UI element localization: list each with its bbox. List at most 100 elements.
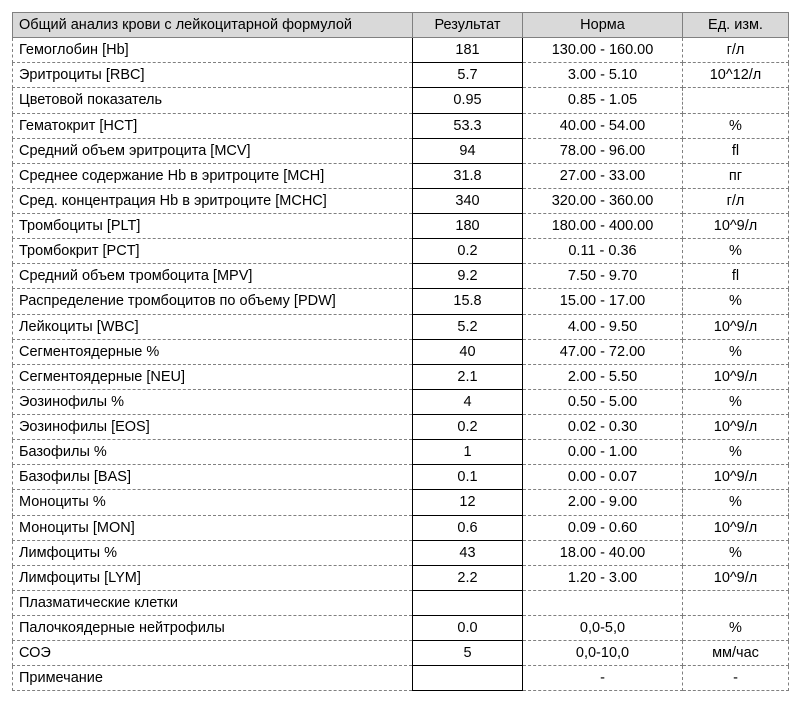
table-body: Гемоглобин [Hb]181130.00 - 160.00г/лЭрит… xyxy=(13,38,789,691)
cell-result: 12 xyxy=(413,490,523,515)
cell-param: Тромбоциты [PLT] xyxy=(13,214,413,239)
cell-unit: г/л xyxy=(683,38,789,63)
cell-norm: 40.00 - 54.00 xyxy=(523,113,683,138)
cell-param: Гематокрит [HCT] xyxy=(13,113,413,138)
cell-norm: 78.00 - 96.00 xyxy=(523,138,683,163)
cell-param: Средний объем эритроцита [MCV] xyxy=(13,138,413,163)
table-row: Цветовой показатель0.950.85 - 1.05 xyxy=(13,88,789,113)
header-result: Результат xyxy=(413,13,523,38)
cell-unit: % xyxy=(683,389,789,414)
table-row: Среднее содержание Hb в эритроците [MCH]… xyxy=(13,163,789,188)
cell-result: 181 xyxy=(413,38,523,63)
cell-unit: % xyxy=(683,490,789,515)
cell-unit: fl xyxy=(683,264,789,289)
cell-result: 0.2 xyxy=(413,415,523,440)
cell-norm: 0.11 - 0.36 xyxy=(523,239,683,264)
cell-unit: 10^12/л xyxy=(683,63,789,88)
cell-result xyxy=(413,590,523,615)
cell-unit: г/л xyxy=(683,188,789,213)
cell-unit: 10^9/л xyxy=(683,565,789,590)
cell-param: Палочкоядерные нейтрофилы xyxy=(13,616,413,641)
cell-unit: мм/час xyxy=(683,641,789,666)
table-row: Лимфоциты %4318.00 - 40.00% xyxy=(13,540,789,565)
cell-norm: 18.00 - 40.00 xyxy=(523,540,683,565)
table-row: Тромбокрит [PCT]0.20.11 - 0.36% xyxy=(13,239,789,264)
cell-param: Лимфоциты % xyxy=(13,540,413,565)
cell-param: Тромбокрит [PCT] xyxy=(13,239,413,264)
cell-norm: 2.00 - 5.50 xyxy=(523,364,683,389)
cell-param: Сегментоядерные % xyxy=(13,339,413,364)
table-row: Эритроциты [RBC]5.73.00 - 5.1010^12/л xyxy=(13,63,789,88)
cell-norm: 27.00 - 33.00 xyxy=(523,163,683,188)
cell-unit: 10^9/л xyxy=(683,364,789,389)
table-row: Плазматические клетки xyxy=(13,590,789,615)
cell-unit: % xyxy=(683,113,789,138)
cell-result: 2.2 xyxy=(413,565,523,590)
cell-param: Лейкоциты [WBC] xyxy=(13,314,413,339)
cell-unit: 10^9/л xyxy=(683,515,789,540)
table-row: Распределение тромбоцитов по объему [PDW… xyxy=(13,289,789,314)
cell-result: 53.3 xyxy=(413,113,523,138)
cell-result: 43 xyxy=(413,540,523,565)
cell-unit xyxy=(683,88,789,113)
cell-result: 5.7 xyxy=(413,63,523,88)
cell-result: 5 xyxy=(413,641,523,666)
table-row: Лимфоциты [LYM]2.21.20 - 3.0010^9/л xyxy=(13,565,789,590)
cell-param: Сред. концентрация Hb в эритроците [MCHC… xyxy=(13,188,413,213)
table-row: Моноциты [MON]0.60.09 - 0.6010^9/л xyxy=(13,515,789,540)
cell-unit: % xyxy=(683,339,789,364)
cell-unit: пг xyxy=(683,163,789,188)
cell-result: 4 xyxy=(413,389,523,414)
cell-unit: 10^9/л xyxy=(683,314,789,339)
table-row: Эозинофилы %40.50 - 5.00% xyxy=(13,389,789,414)
cell-param: Моноциты % xyxy=(13,490,413,515)
cell-param: Распределение тромбоцитов по объему [PDW… xyxy=(13,289,413,314)
cell-unit: 10^9/л xyxy=(683,415,789,440)
cell-norm: 180.00 - 400.00 xyxy=(523,214,683,239)
table-row: Сегментоядерные [NEU]2.12.00 - 5.5010^9/… xyxy=(13,364,789,389)
cell-result: 180 xyxy=(413,214,523,239)
cell-result: 0.1 xyxy=(413,465,523,490)
cell-param: Эозинофилы [EOS] xyxy=(13,415,413,440)
cell-norm: 15.00 - 17.00 xyxy=(523,289,683,314)
cell-param: Базофилы [BAS] xyxy=(13,465,413,490)
table-row: Средний объем тромбоцита [MPV]9.27.50 - … xyxy=(13,264,789,289)
cell-param: Гемоглобин [Hb] xyxy=(13,38,413,63)
cell-norm: 320.00 - 360.00 xyxy=(523,188,683,213)
header-param: Общий анализ крови с лейкоцитарной форму… xyxy=(13,13,413,38)
cell-param: Базофилы % xyxy=(13,440,413,465)
cell-norm: 0.09 - 0.60 xyxy=(523,515,683,540)
cell-norm: 1.20 - 3.00 xyxy=(523,565,683,590)
cell-param: Эритроциты [RBC] xyxy=(13,63,413,88)
cell-norm: 0.00 - 0.07 xyxy=(523,465,683,490)
table-header-row: Общий анализ крови с лейкоцитарной форму… xyxy=(13,13,789,38)
cell-param: Плазматические клетки xyxy=(13,590,413,615)
cell-result: 15.8 xyxy=(413,289,523,314)
cell-param: Эозинофилы % xyxy=(13,389,413,414)
table-row: Эозинофилы [EOS]0.20.02 - 0.3010^9/л xyxy=(13,415,789,440)
cell-norm: 0.02 - 0.30 xyxy=(523,415,683,440)
cell-norm: 3.00 - 5.10 xyxy=(523,63,683,88)
cell-result: 0.2 xyxy=(413,239,523,264)
cell-param: Сегментоядерные [NEU] xyxy=(13,364,413,389)
header-norm: Норма xyxy=(523,13,683,38)
cell-result: 340 xyxy=(413,188,523,213)
table-row: Базофилы [BAS]0.10.00 - 0.0710^9/л xyxy=(13,465,789,490)
cell-unit: % xyxy=(683,289,789,314)
header-unit: Ед. изм. xyxy=(683,13,789,38)
cell-unit: % xyxy=(683,239,789,264)
cell-norm: 130.00 - 160.00 xyxy=(523,38,683,63)
cell-result: 0.6 xyxy=(413,515,523,540)
cell-norm: 4.00 - 9.50 xyxy=(523,314,683,339)
cell-param: СОЭ xyxy=(13,641,413,666)
blood-test-table: Общий анализ крови с лейкоцитарной форму… xyxy=(12,12,789,691)
cell-param: Среднее содержание Hb в эритроците [MCH] xyxy=(13,163,413,188)
cell-result: 31.8 xyxy=(413,163,523,188)
cell-unit: % xyxy=(683,616,789,641)
table-row: Базофилы %10.00 - 1.00% xyxy=(13,440,789,465)
cell-result: 40 xyxy=(413,339,523,364)
cell-result: 9.2 xyxy=(413,264,523,289)
cell-unit: % xyxy=(683,540,789,565)
cell-param: Средний объем тромбоцита [MPV] xyxy=(13,264,413,289)
cell-norm: 0.50 - 5.00 xyxy=(523,389,683,414)
